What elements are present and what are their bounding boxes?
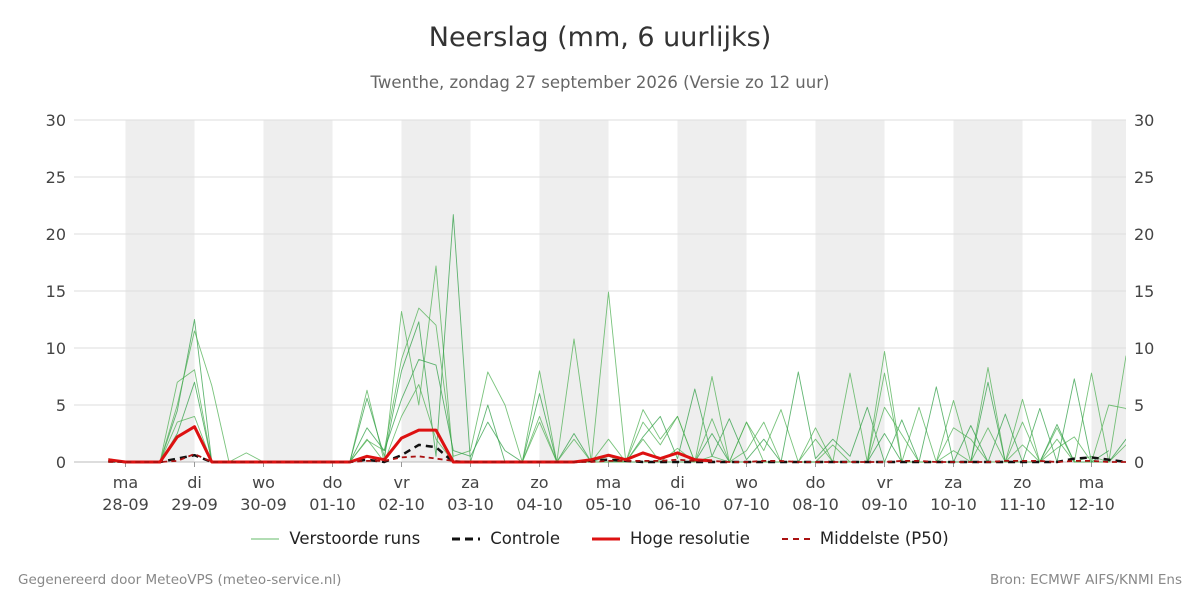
y-tick-label-left: 25 — [46, 168, 66, 187]
x-tick-label-day: do — [806, 473, 826, 492]
x-tick-label-date: 29-09 — [171, 495, 218, 514]
footer-source: Bron: ECMWF AIFS/KNMI Ens — [989, 572, 1182, 588]
x-tick-label-date: 02-10 — [378, 495, 425, 514]
x-tick-label-day: ma — [1079, 473, 1104, 492]
y-tick-label-left: 0 — [56, 453, 66, 472]
x-tick-label-day: vr — [876, 473, 892, 492]
legend-label-high-resolution: Hoge resolutie — [629, 529, 750, 548]
y-tick-label-left: 15 — [46, 282, 66, 301]
x-tick-label-day: vr — [393, 473, 409, 492]
x-tick-label-date: 30-09 — [240, 495, 287, 514]
series-line-high-resolution — [108, 425, 713, 464]
x-tick-label-day: za — [461, 473, 479, 492]
y-tick-label-left: 30 — [46, 111, 66, 130]
chart-legend: Verstoorde runs Controle Hoge resolutie … — [0, 529, 1200, 548]
x-tick-label-day: zo — [530, 473, 548, 492]
y-tick-label-left: 5 — [56, 396, 66, 415]
y-tick-label-right: 25 — [1134, 168, 1154, 187]
y-tick-label-right: 5 — [1134, 396, 1144, 415]
x-tick-label-date: 04-10 — [516, 495, 563, 514]
x-tick-label-day: ma — [113, 473, 138, 492]
chart-title: Neerslag (mm, 6 uurlijks) — [428, 22, 772, 53]
series-line-median — [108, 453, 1126, 463]
x-tick-label-day: do — [323, 473, 343, 492]
x-tick-label-date: 12-10 — [1068, 495, 1115, 514]
x-tick-label-day: za — [944, 473, 962, 492]
y-tick-label-left: 10 — [46, 339, 66, 358]
y-tick-label-right: 15 — [1134, 282, 1154, 301]
x-tick-label-date: 09-10 — [861, 495, 908, 514]
legend-swatch-control — [452, 537, 481, 540]
legend-label-median: Middelste (P50) — [819, 529, 949, 548]
y-tick-label-right: 10 — [1134, 339, 1154, 358]
x-tick-label-date: 10-10 — [930, 495, 977, 514]
legend-item-median[interactable]: Middelste (P50) — [781, 529, 949, 548]
x-tick-label-date: 01-10 — [309, 495, 356, 514]
x-tick-label-date: 28-09 — [102, 495, 149, 514]
x-tick-label-date: 08-10 — [792, 495, 839, 514]
x-tick-label-date: 07-10 — [723, 495, 770, 514]
y-tick-label-right: 0 — [1134, 453, 1144, 472]
x-tick-label-date: 05-10 — [585, 495, 632, 514]
x-tick-label-date: 06-10 — [654, 495, 701, 514]
x-tick-label-date: 11-10 — [999, 495, 1046, 514]
chart-subtitle: Twenthe, zondag 27 september 2026 (Versi… — [370, 73, 830, 92]
legend-swatch-high-resolution — [591, 537, 620, 540]
legend-item-high-resolution[interactable]: Hoge resolutie — [591, 529, 750, 548]
legend-label-control: Controle — [490, 529, 560, 548]
legend-item-perturbed[interactable]: Verstoorde runs — [251, 529, 420, 548]
y-tick-label-left: 20 — [46, 225, 66, 244]
legend-swatch-median — [781, 537, 810, 540]
x-tick-label-day: wo — [252, 473, 275, 492]
x-tick-label-day: zo — [1013, 473, 1031, 492]
y-tick-label-right: 30 — [1134, 111, 1154, 130]
x-tick-label-day: di — [670, 473, 685, 492]
legend-swatch-perturbed — [251, 538, 280, 539]
x-tick-label-date: 03-10 — [447, 495, 494, 514]
footer-generator: Gegenereerd door MeteoVPS (meteo-service… — [18, 572, 342, 588]
legend-item-control[interactable]: Controle — [452, 529, 560, 548]
x-tick-label-day: di — [187, 473, 202, 492]
y-tick-label-right: 20 — [1134, 225, 1154, 244]
legend-label-perturbed: Verstoorde runs — [289, 529, 421, 548]
x-tick-label-day: wo — [735, 473, 758, 492]
x-tick-label-day: ma — [596, 473, 621, 492]
